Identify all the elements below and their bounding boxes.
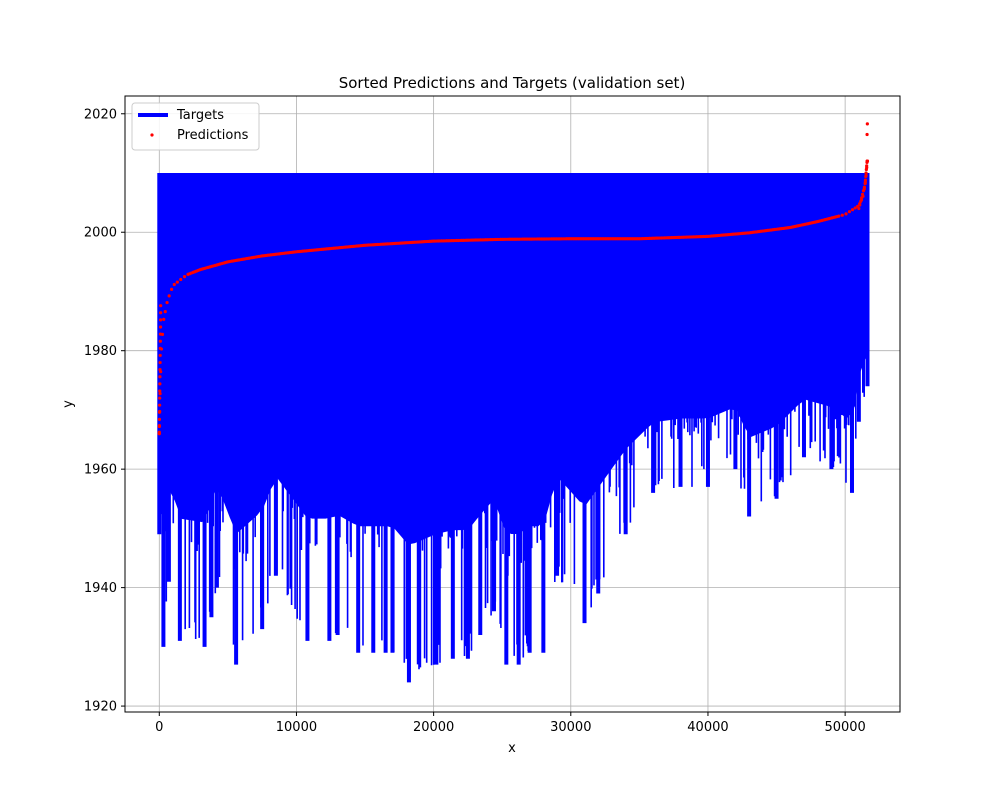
prediction-point — [862, 185, 867, 189]
prediction-point — [844, 212, 848, 216]
prediction-point — [169, 287, 174, 291]
plot-frame — [124, 95, 901, 713]
legend-targets-label: Targets — [176, 108, 224, 123]
prediction-point — [159, 318, 163, 322]
y-tick-label: 1960 — [84, 463, 117, 478]
prediction-point — [158, 396, 162, 400]
prediction-point — [857, 206, 861, 211]
prediction-point — [158, 353, 162, 358]
y-tick-label: 2000 — [84, 226, 117, 241]
prediction-point — [157, 432, 161, 436]
prediction-point — [837, 214, 841, 218]
prediction-point — [853, 206, 857, 210]
prediction-point — [847, 210, 852, 214]
prediction-point — [859, 199, 863, 204]
prediction-point — [860, 192, 865, 196]
predictions-series — [157, 122, 870, 436]
prediction-point — [864, 171, 868, 175]
x-tick-label: 30000 — [550, 720, 591, 735]
legend: Targets Predictions — [131, 102, 260, 151]
y-tick-label: 1980 — [84, 344, 117, 359]
prediction-outlier — [865, 122, 869, 126]
prediction-point — [864, 174, 868, 179]
prediction-point — [162, 317, 166, 321]
prediction-point — [863, 178, 868, 182]
prediction-point — [179, 277, 183, 282]
y-axis-label: y — [61, 400, 76, 408]
prediction-point — [175, 280, 179, 284]
prediction-point — [167, 294, 171, 298]
prediction-point — [850, 208, 855, 212]
prediction-point — [865, 160, 869, 164]
prediction-point — [158, 392, 162, 396]
y-tick-label: 1920 — [84, 700, 117, 715]
chart-title: Sorted Predictions and Targets (validati… — [339, 74, 686, 92]
prediction-point — [864, 167, 868, 172]
prediction-point — [182, 274, 187, 279]
x-tick-label: 10000 — [276, 720, 317, 735]
y-tick-label: 2020 — [84, 107, 117, 122]
prediction-point — [860, 196, 864, 200]
axis-ticks: 0 10000 20000 30000 40000 50000 1920 1940 1960 19… — [84, 107, 866, 735]
y-tick-label: 1940 — [84, 581, 117, 596]
prediction-point — [158, 375, 162, 379]
prediction-point — [158, 360, 162, 365]
x-tick-label: 0 — [155, 720, 163, 735]
prediction-point — [865, 164, 869, 168]
x-tick-label: 50000 — [824, 720, 865, 735]
prediction-point — [157, 424, 161, 429]
prediction-point — [172, 282, 176, 287]
prediction-point — [861, 189, 866, 193]
prediction-point — [157, 417, 162, 421]
prediction-point — [158, 332, 163, 336]
prediction-point — [163, 310, 167, 314]
legend-predictions-label: Predictions — [177, 128, 249, 143]
prediction-point — [858, 203, 862, 207]
prediction-outlier — [865, 132, 869, 137]
legend-predictions-swatch — [150, 133, 154, 137]
prediction-point — [159, 311, 163, 315]
prediction-point — [158, 339, 162, 343]
targets-series — [157, 173, 870, 683]
prediction-point — [159, 304, 163, 308]
x-tick-label: 40000 — [687, 720, 728, 735]
prediction-point — [165, 300, 169, 305]
prediction-point — [840, 213, 844, 217]
prediction-point — [863, 182, 867, 186]
prediction-point — [158, 325, 163, 329]
prediction-point — [158, 403, 162, 407]
x-axis-label: x — [508, 741, 516, 756]
x-tick-label: 20000 — [413, 720, 454, 735]
prediction-point — [158, 346, 162, 350]
prediction-point — [158, 382, 162, 386]
prediction-point — [158, 368, 162, 372]
prediction-point — [157, 410, 162, 414]
prediction-point — [158, 389, 162, 393]
